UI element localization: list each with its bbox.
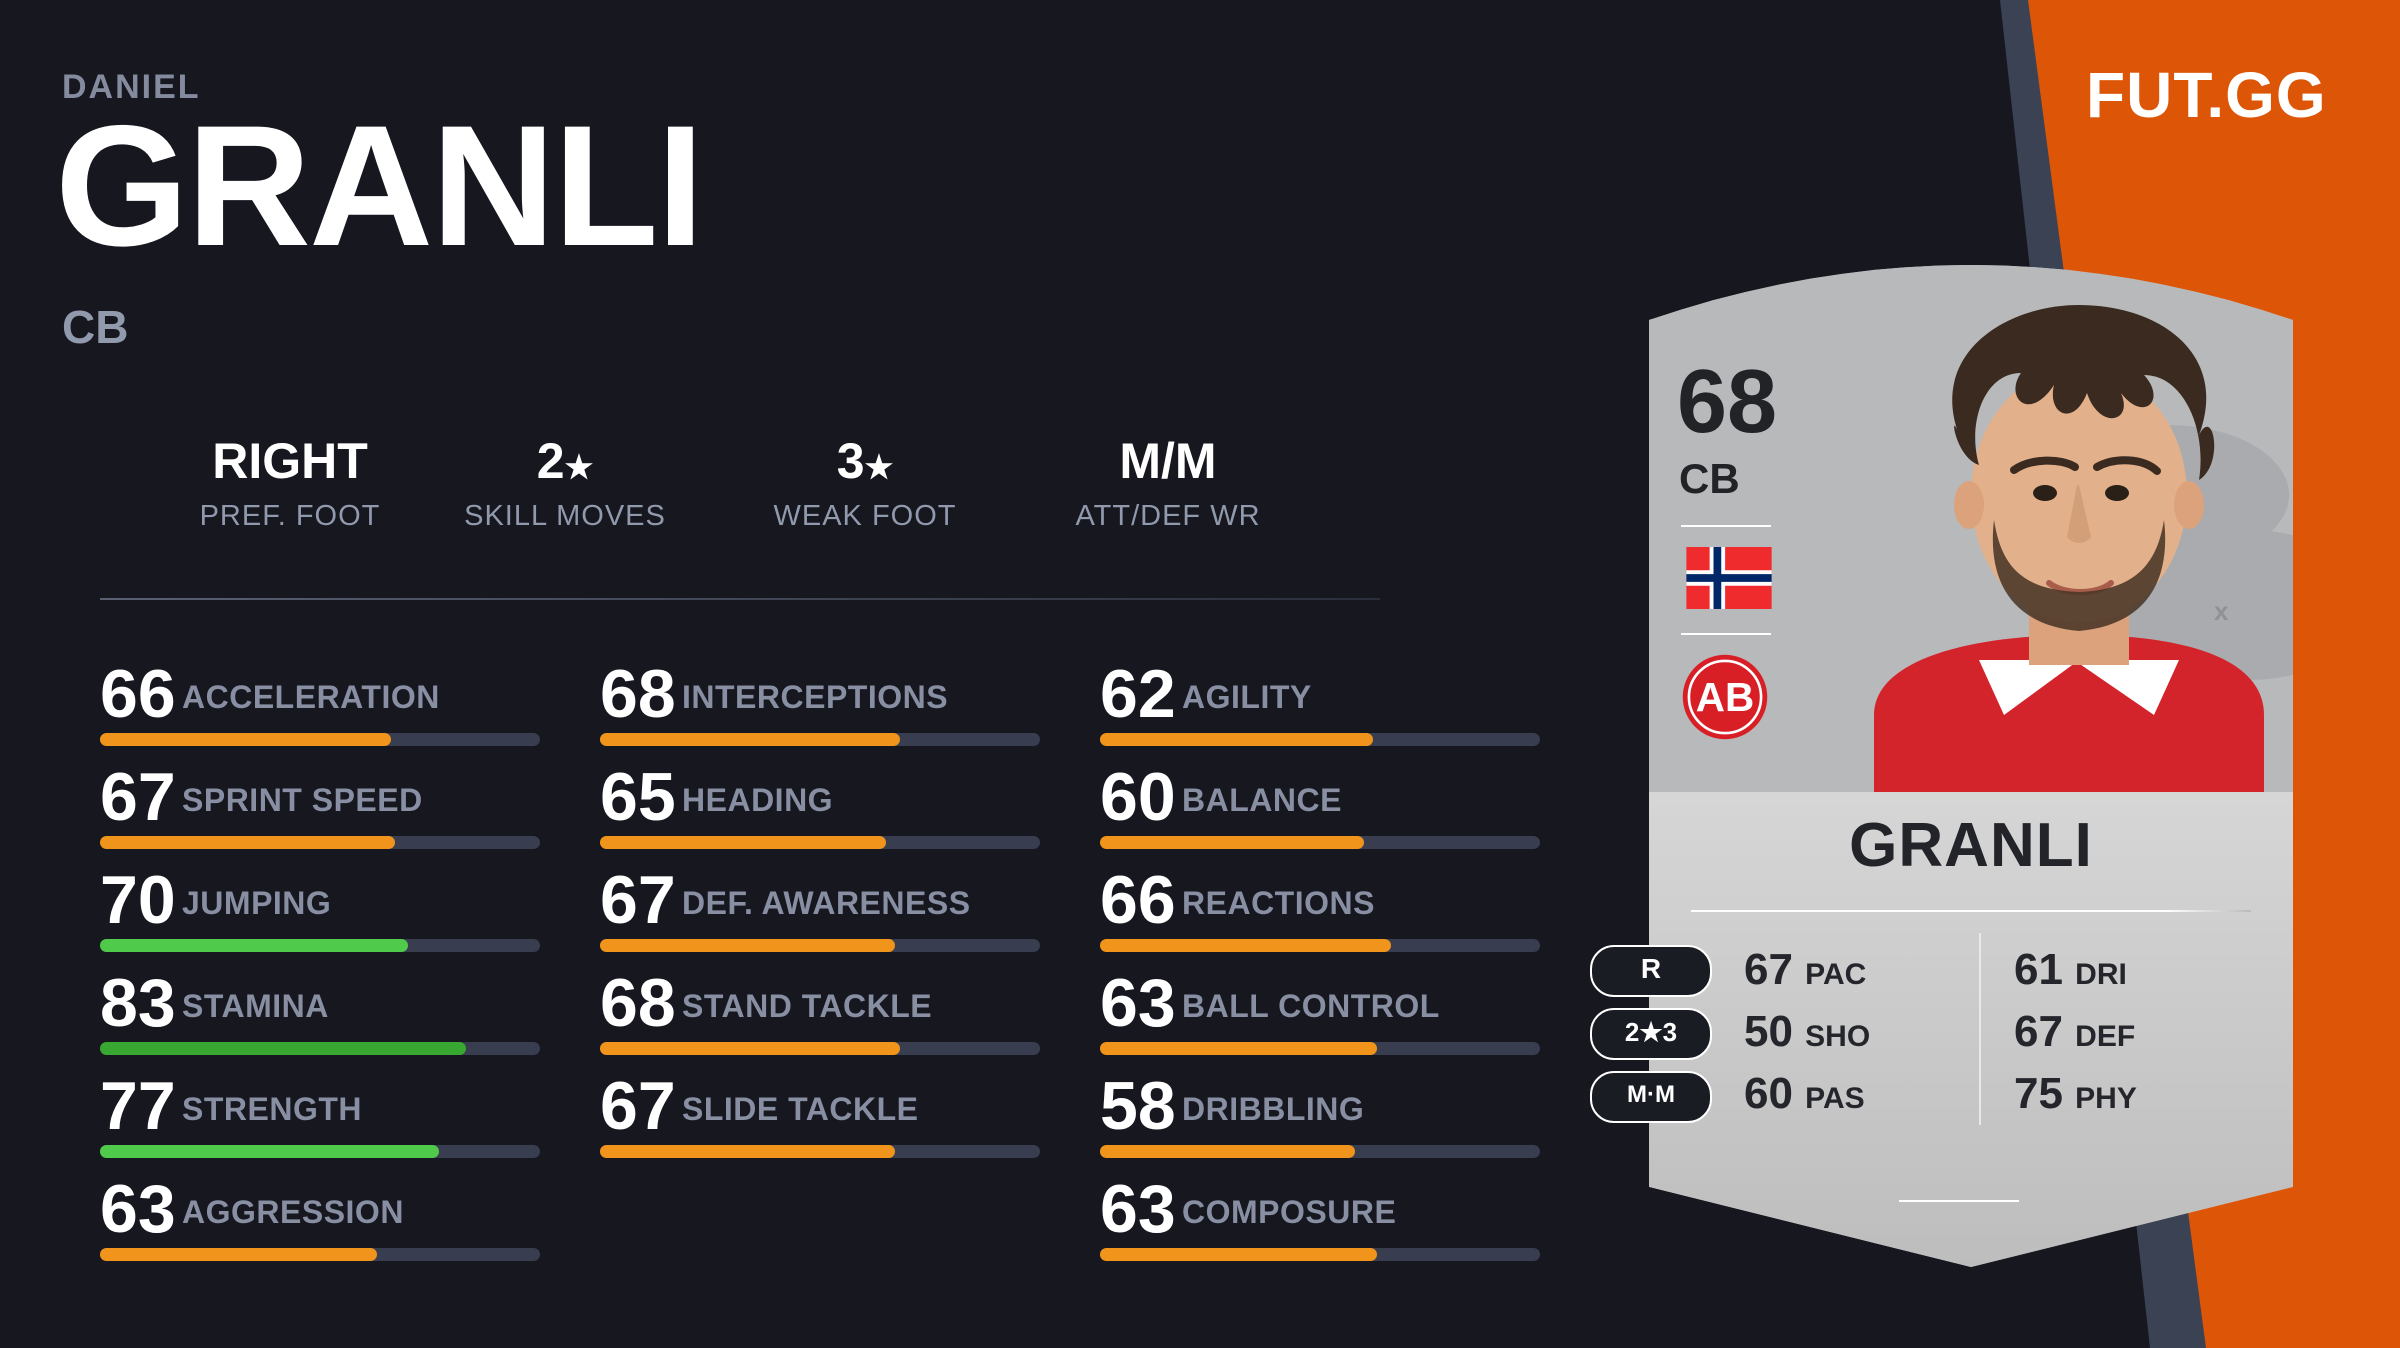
svg-text:AB: AB [1696, 674, 1754, 720]
